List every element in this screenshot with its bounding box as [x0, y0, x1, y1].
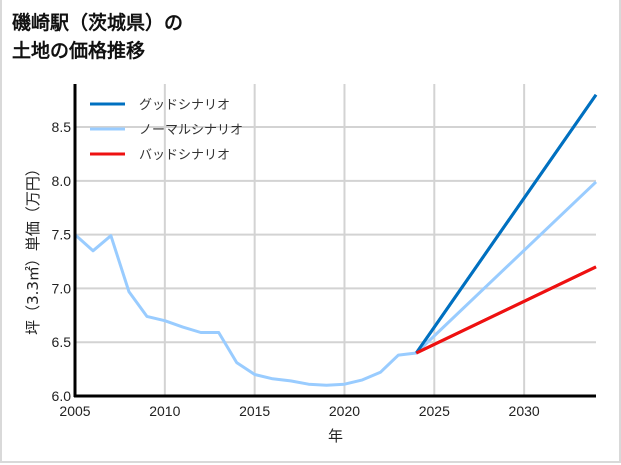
y-axis-label: 坪（3.3㎡）単価（万円）: [24, 161, 42, 335]
legend-label-1: ノーマルシナリオ: [139, 123, 243, 138]
x-tick-label: 2015: [239, 403, 270, 419]
y-tick-label: 8.0: [52, 173, 72, 189]
series-line-1: [73, 180, 598, 387]
legend-label-0: グッドシナリオ: [139, 98, 230, 113]
y-tick-label: 7.5: [52, 227, 72, 243]
series-line-overlay-0: [415, 93, 598, 354]
x-tick-label: 2025: [419, 403, 450, 419]
y-tick-label: 7.0: [52, 280, 72, 296]
series-line-overlay-2: [415, 265, 597, 355]
y-tick-label: 6.0: [52, 388, 72, 404]
chart-title: 磯崎駅（茨城県）の 土地の価格推移: [12, 9, 183, 65]
x-axis-label: 年: [328, 427, 343, 445]
y-tick-label: 8.5: [52, 119, 72, 135]
x-tick-label: 2020: [329, 403, 360, 419]
legend-label-2: バッドシナリオ: [139, 148, 230, 163]
title-line-2: 土地の価格推移: [12, 40, 146, 62]
x-tick-label: 2030: [509, 403, 540, 419]
x-tick-label: 2005: [59, 403, 90, 419]
x-tick-label: 2010: [149, 403, 180, 419]
y-tick-label: 6.5: [52, 334, 72, 350]
title-line-1: 磯崎駅（茨城県）の: [12, 12, 184, 34]
